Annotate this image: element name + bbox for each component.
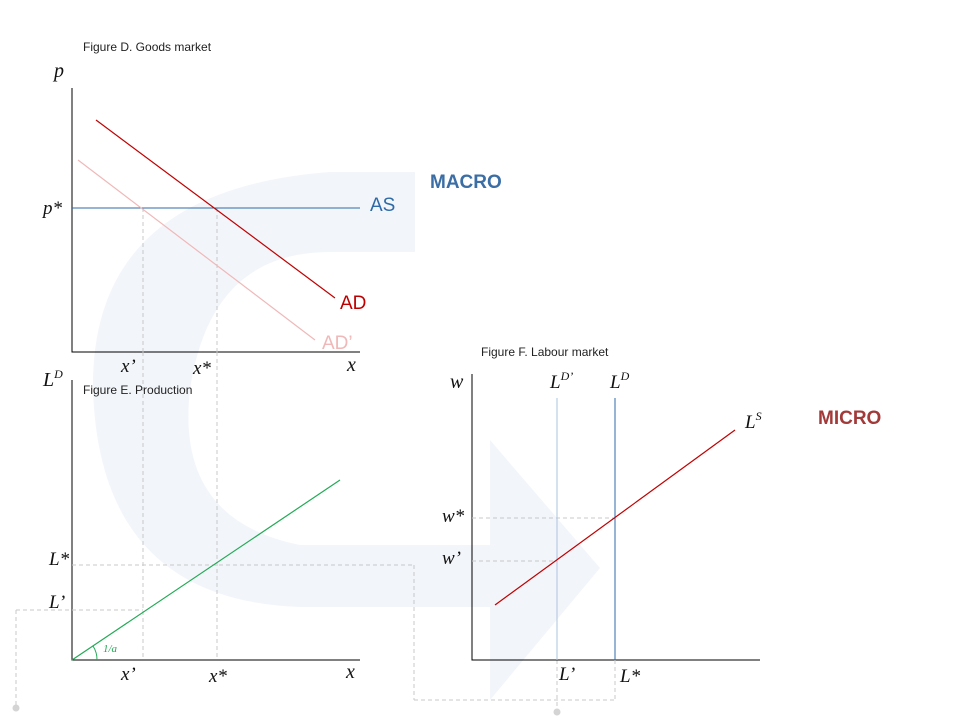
- ad-curve: [95, 119, 336, 299]
- figure-e-x-prime-label: x’: [120, 664, 136, 685]
- figure-d-title: Figure D. Goods market: [83, 40, 212, 54]
- figure-f-title: Figure F. Labour market: [481, 345, 609, 359]
- as-label: AS: [370, 195, 395, 216]
- figure-f-w-prime-label: w’: [442, 548, 461, 569]
- figure-f-w-star-label: w*: [442, 506, 465, 527]
- watermark-arrow-icon: [92, 172, 601, 700]
- macro-label: MACRO: [430, 172, 502, 193]
- figure-d-p-star-label: p*: [41, 198, 63, 219]
- micro-label: MICRO: [818, 408, 881, 429]
- connector-dot-right: [553, 708, 561, 716]
- figure-e-x-axis-label: x: [345, 661, 355, 683]
- connector-dot-left: [12, 704, 20, 712]
- figure-f-l-prime-label: L’: [558, 664, 575, 685]
- figure-d-y-axis-label: p: [52, 60, 64, 82]
- figure-f-l-star-label: L*: [619, 666, 641, 687]
- slope-label: 1/a: [103, 643, 118, 655]
- figure-d-axes: [71, 88, 360, 353]
- ld-prime-label: LD’: [549, 369, 573, 393]
- figure-f-axes: [471, 374, 760, 661]
- figure-e-l-prime-label: L’: [48, 592, 65, 613]
- figure-e-l-star-label: L*: [48, 549, 70, 570]
- figure-e-x-star-label: x*: [208, 666, 227, 687]
- ad-label: AD: [340, 293, 366, 314]
- production-curve: [71, 479, 341, 661]
- figure-e-y-axis-label: LD: [42, 367, 63, 391]
- ld-label: LD: [609, 369, 630, 393]
- figure-d-x-axis-label: x: [346, 354, 356, 376]
- ls-label: LS: [744, 409, 762, 433]
- figure-e-production: Figure E. Production LD x 1/a L* L’ x’ x…: [16, 352, 414, 687]
- figure-d-x-prime-label: x’: [120, 356, 136, 377]
- figure-d-goods-market: Figure D. Goods market p x AS AD’ AD p* …: [41, 40, 395, 379]
- figure-f-y-axis-label: w: [450, 371, 464, 393]
- ad-prime-label: AD’: [322, 333, 353, 354]
- ls-curve: [494, 429, 736, 606]
- figure-d-x-star-label: x*: [192, 358, 211, 379]
- connector-guides: [12, 565, 615, 716]
- slope-arc: [92, 645, 98, 661]
- figure-e-title: Figure E. Production: [83, 383, 192, 397]
- ad-prime-curve: [77, 159, 316, 341]
- figure-f-labour-market: Figure F. Labour market w LD’ LD LS w* w…: [442, 345, 762, 700]
